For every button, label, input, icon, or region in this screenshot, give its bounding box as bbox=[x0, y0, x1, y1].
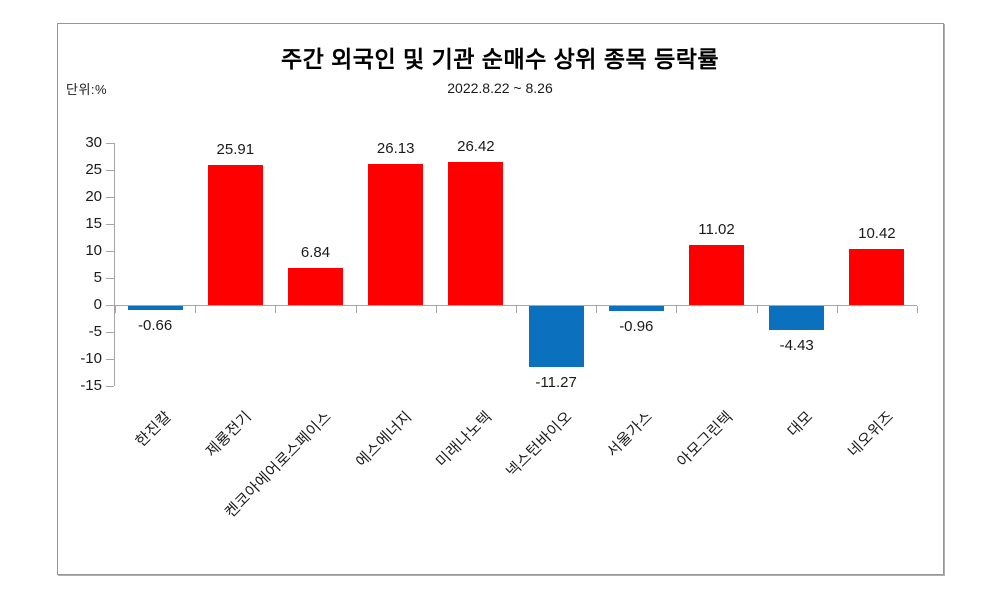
bar bbox=[207, 165, 263, 305]
x-tick-mark bbox=[596, 306, 598, 313]
bar bbox=[769, 306, 825, 330]
y-tick-mark bbox=[106, 251, 114, 252]
x-tick-mark bbox=[115, 306, 116, 313]
bar-value-label: 26.13 bbox=[376, 139, 415, 157]
x-tick-mark bbox=[355, 306, 357, 313]
bar-value-label: 6.84 bbox=[300, 244, 331, 262]
x-axis-line bbox=[114, 305, 917, 306]
y-tick-label: -5 bbox=[88, 323, 102, 340]
chart-title: 주간 외국인 및 기관 순매수 상위 종목 등락률 bbox=[280, 46, 720, 72]
x-tick-mark bbox=[756, 306, 758, 313]
y-tick-mark bbox=[106, 278, 114, 279]
bar bbox=[608, 306, 664, 312]
bar-value-label: -0.96 bbox=[619, 318, 654, 336]
bar-value-label: 25.91 bbox=[216, 141, 255, 159]
bar-value-label: 26.42 bbox=[457, 138, 495, 156]
y-tick-label: 0 bbox=[93, 296, 102, 313]
y-tick-mark bbox=[106, 170, 114, 171]
y-tick-mark bbox=[106, 386, 114, 387]
bar bbox=[528, 306, 584, 367]
y-tick-mark bbox=[106, 224, 114, 225]
y-tick-label: 25 bbox=[85, 161, 102, 178]
y-tick-label: -10 bbox=[80, 350, 102, 367]
x-tick-mark bbox=[917, 306, 918, 313]
bar-value-label: -11.27 bbox=[535, 373, 577, 391]
y-tick-label: 5 bbox=[93, 269, 102, 286]
chart-subtitle: 2022.8.22 ~ 8.26 bbox=[447, 80, 553, 96]
bar-value-label: -4.43 bbox=[779, 336, 814, 354]
bar-value-label: -0.66 bbox=[137, 316, 173, 334]
bar bbox=[448, 162, 504, 305]
y-tick-label: -15 bbox=[80, 377, 102, 394]
y-axis-line bbox=[114, 143, 115, 386]
bar bbox=[127, 306, 183, 310]
x-tick-mark bbox=[435, 306, 437, 313]
y-tick-mark bbox=[106, 143, 114, 144]
unit-label: 단위:% bbox=[66, 82, 108, 97]
x-tick-mark bbox=[836, 306, 838, 313]
x-tick-mark bbox=[516, 306, 517, 313]
y-tick-label: 10 bbox=[85, 242, 102, 259]
x-tick-mark bbox=[676, 306, 678, 313]
x-tick-mark bbox=[195, 306, 197, 313]
bar-value-label: 11.02 bbox=[698, 221, 735, 239]
bar bbox=[849, 248, 905, 305]
bar bbox=[368, 163, 424, 305]
y-tick-label: 15 bbox=[85, 215, 102, 232]
y-tick-mark bbox=[106, 197, 114, 198]
y-tick-label: 20 bbox=[85, 188, 102, 205]
y-tick-mark bbox=[106, 305, 114, 306]
y-tick-mark bbox=[106, 332, 114, 333]
bar bbox=[689, 245, 744, 305]
x-tick-mark bbox=[275, 306, 277, 313]
y-tick-mark bbox=[106, 359, 114, 360]
bar bbox=[288, 268, 343, 305]
bar-value-label: 10.42 bbox=[858, 224, 896, 242]
y-tick-label: 30 bbox=[85, 134, 102, 151]
